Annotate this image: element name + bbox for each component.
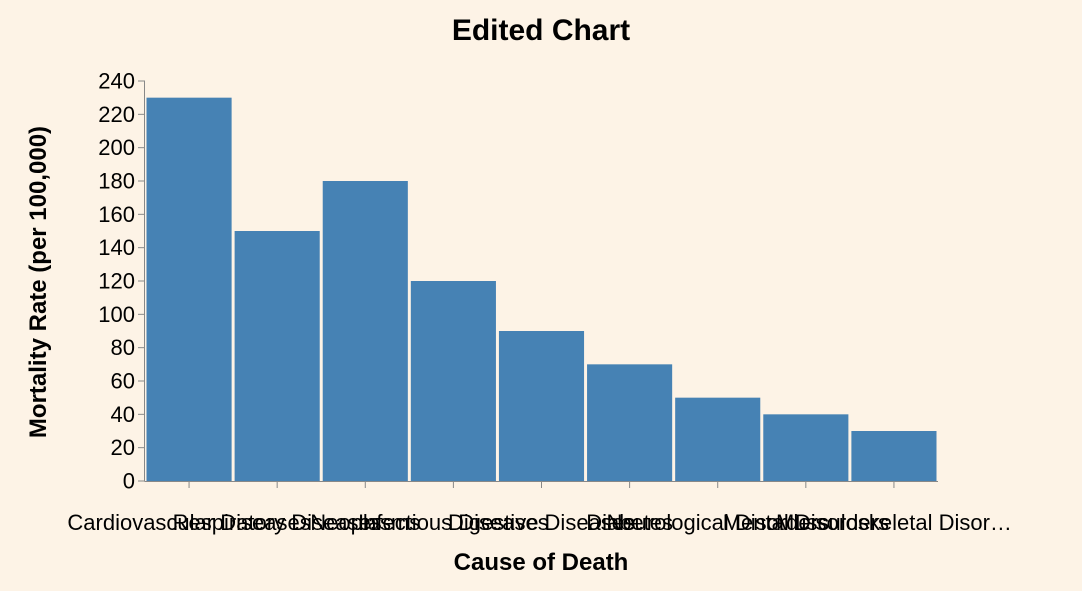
x-tick-label: Cardiovascular Diseases [67, 510, 310, 535]
bar [146, 97, 232, 482]
y-tick-label: 200 [98, 135, 135, 160]
y-tick-label: 120 [98, 269, 135, 294]
x-tick-label: Infectious Diseases [358, 510, 549, 535]
y-tick-label: 60 [111, 369, 135, 394]
x-tick-label: Neurological Disorders [606, 510, 829, 535]
y-tick-label: 240 [98, 69, 135, 94]
x-axis-title: Cause of Death [454, 549, 629, 576]
y-axis: 0 20 40 60 80 100 120 140 160 180 200 220 240 [98, 69, 145, 494]
x-tick-label: Diabetes [586, 510, 673, 535]
x-tick-label: Mental Disorders [723, 510, 889, 535]
bar [234, 231, 320, 481]
y-tick-label: 140 [98, 235, 135, 260]
y-tick-label: 80 [111, 335, 135, 360]
y-tick-label: 0 [123, 469, 135, 494]
y-tick-label: 40 [111, 402, 135, 427]
bars-group [146, 97, 937, 482]
y-axis-title: Mortality Rate (per 100,000) [25, 126, 52, 438]
bar [675, 397, 761, 481]
bar [763, 414, 849, 481]
y-tick-label: 160 [98, 202, 135, 227]
x-tick-label: Musculoskeletal Disor… [776, 510, 1012, 535]
chart-title: Edited Chart [452, 14, 630, 47]
bar [322, 181, 408, 481]
x-tick-label: Neoplasms [310, 510, 420, 535]
bar [410, 281, 496, 481]
bar [587, 364, 673, 481]
y-tick-label: 100 [98, 302, 135, 327]
bar [498, 331, 585, 481]
y-tick-label: 220 [98, 102, 135, 127]
x-tick-label: Digestive Diseases [448, 510, 635, 535]
x-tick-label: Respiratory Diseases [173, 510, 382, 535]
bar [851, 431, 937, 481]
y-tick-label: 180 [98, 169, 135, 194]
y-tick-label: 20 [111, 435, 135, 460]
